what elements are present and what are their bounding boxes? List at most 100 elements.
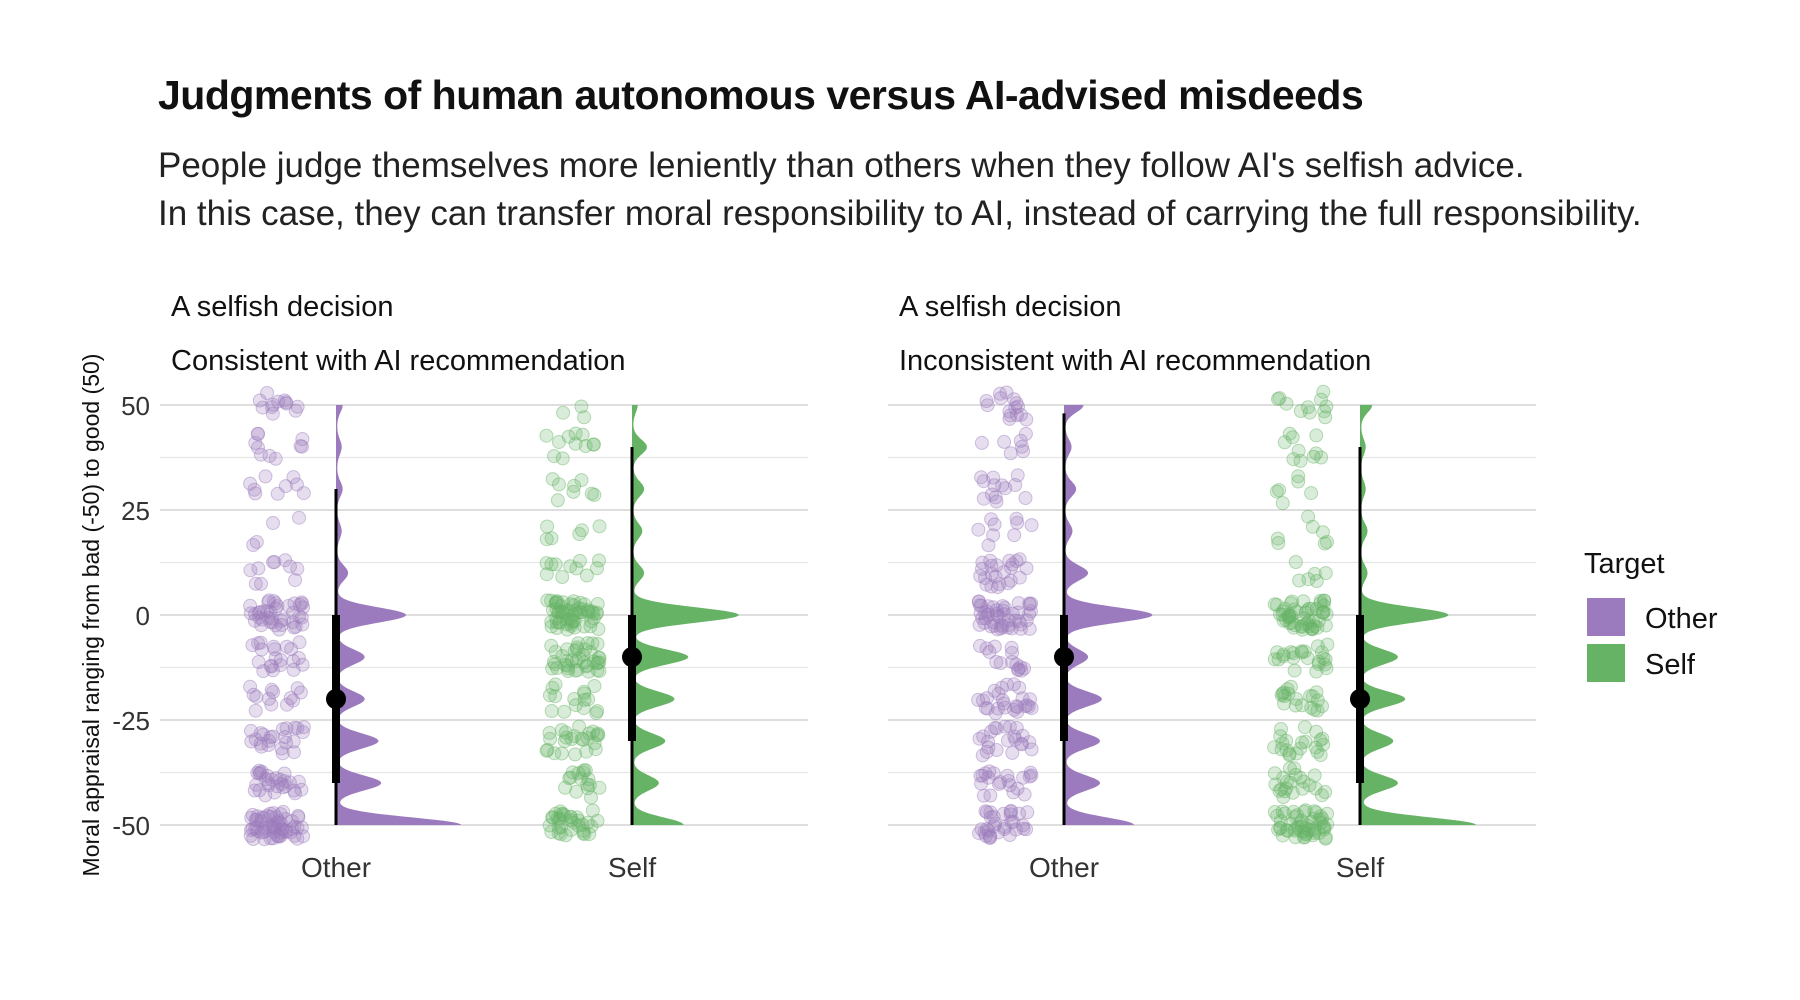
- jitter-point: [569, 654, 584, 668]
- jitter-point: [1019, 561, 1034, 576]
- jitter-point: [251, 605, 266, 620]
- jitter-point: [539, 743, 554, 758]
- jitter-point: [1018, 699, 1033, 714]
- jitter-point: [577, 619, 592, 634]
- jitter-point: [592, 650, 607, 665]
- jitter-point: [268, 596, 283, 611]
- jitter-point: [999, 385, 1014, 400]
- jitter-point: [1020, 698, 1035, 713]
- jitter-point: [972, 826, 986, 841]
- jitter-point: [270, 828, 285, 843]
- jitter-point: [1011, 614, 1026, 629]
- jitter-point: [991, 776, 1006, 791]
- jitter-point: [560, 622, 575, 637]
- jitter-point: [559, 654, 574, 669]
- jitter-point: [1011, 662, 1026, 677]
- jitter-point: [251, 636, 266, 651]
- jitter-point: [256, 664, 271, 679]
- jitter-point: [990, 580, 1005, 595]
- jitter-point: [544, 614, 559, 629]
- jitter-point: [1006, 392, 1021, 407]
- jitter-point: [584, 614, 599, 629]
- jitter-point: [270, 486, 285, 501]
- jitter-point: [1295, 781, 1310, 796]
- jitter-point: [557, 734, 572, 749]
- jitter-point: [975, 611, 990, 626]
- jitter-point: [1003, 804, 1018, 819]
- jitter-point: [1275, 496, 1290, 511]
- jitter-point: [286, 662, 301, 677]
- jitter-point: [589, 706, 604, 721]
- jitter-point: [551, 605, 566, 620]
- jitter-point: [1293, 404, 1308, 418]
- jitter-point: [1277, 689, 1292, 703]
- jitter-point: [1299, 818, 1314, 833]
- jitter-point: [580, 636, 595, 651]
- jitter-point: [273, 772, 288, 787]
- jitter-point: [252, 610, 267, 625]
- jitter-point: [278, 730, 292, 744]
- jitter-point: [294, 782, 309, 797]
- jitter-point: [979, 691, 994, 706]
- jitter-point: [1315, 605, 1330, 620]
- jitter-point: [1295, 622, 1310, 637]
- jitter-point: [568, 698, 583, 713]
- jitter-point: [1302, 405, 1317, 420]
- jitter-point: [1018, 491, 1033, 505]
- jitter-point: [1305, 519, 1320, 534]
- jitter-point: [255, 612, 270, 627]
- jitter-point: [1280, 774, 1294, 789]
- jitter-point: [1282, 610, 1297, 625]
- jitter-point: [1017, 661, 1032, 676]
- jitter-point: [243, 598, 258, 613]
- jitter-point: [555, 605, 570, 620]
- jitter-point: [542, 818, 557, 833]
- jitter-point: [981, 740, 996, 755]
- jitter-point: [1297, 821, 1312, 836]
- jitter-point: [1311, 654, 1326, 669]
- jitter-point: [277, 612, 292, 627]
- jitter-point: [281, 598, 296, 613]
- jitter-point: [582, 778, 597, 793]
- jitter-point: [563, 597, 578, 612]
- jitter-point: [283, 559, 297, 574]
- jitter-point: [976, 491, 991, 506]
- jitter-point: [548, 557, 563, 572]
- jitter-point: [1022, 596, 1037, 611]
- jitter-point: [569, 606, 584, 621]
- jitter-point: [577, 684, 592, 699]
- density-cloud: [1064, 405, 1153, 825]
- jitter-point: [984, 558, 999, 573]
- jitter-point: [1008, 478, 1023, 492]
- jitter-point: [979, 394, 994, 408]
- jitter-point: [1012, 806, 1026, 821]
- jitter-point: [1316, 605, 1330, 620]
- jitter-point: [1300, 651, 1315, 666]
- jitter-point: [591, 650, 606, 665]
- jitter-point: [545, 810, 560, 825]
- jitter-point: [1019, 613, 1034, 628]
- jitter-point: [1288, 830, 1303, 845]
- jitter-point: [560, 603, 575, 618]
- median-point: [326, 689, 346, 709]
- jitter-point: [1297, 644, 1312, 659]
- jitter-point: [993, 621, 1008, 636]
- jitter-point: [590, 813, 605, 828]
- jitter-point: [1011, 596, 1026, 611]
- jitter-point: [592, 519, 607, 534]
- jitter-point: [582, 726, 597, 741]
- jitter-point: [1313, 593, 1328, 608]
- jitter-point: [271, 814, 286, 828]
- jitter-point: [580, 781, 595, 796]
- jitter-point: [979, 805, 994, 820]
- jitter-point: [547, 449, 561, 464]
- jitter-point: [272, 829, 287, 844]
- jitter-point: [260, 808, 275, 823]
- jitter-point: [589, 606, 604, 621]
- jitter-point: [571, 601, 586, 616]
- jitter-point: [1279, 823, 1294, 838]
- jitter-point: [981, 770, 996, 785]
- jitter-point: [972, 617, 987, 632]
- jitter-point: [1310, 639, 1325, 654]
- jitter-point: [1281, 686, 1296, 701]
